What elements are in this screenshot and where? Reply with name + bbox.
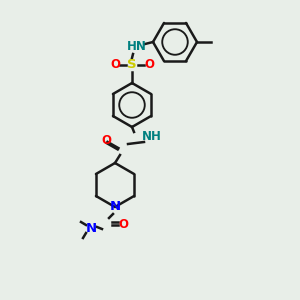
Text: HN: HN — [127, 40, 147, 53]
Text: NH: NH — [142, 130, 162, 143]
Text: O: O — [144, 58, 154, 71]
Text: O: O — [118, 218, 128, 232]
Text: O: O — [110, 58, 120, 71]
Text: N: N — [85, 223, 97, 236]
Text: O: O — [101, 134, 111, 148]
Text: N: N — [110, 200, 121, 214]
Text: S: S — [127, 58, 137, 71]
